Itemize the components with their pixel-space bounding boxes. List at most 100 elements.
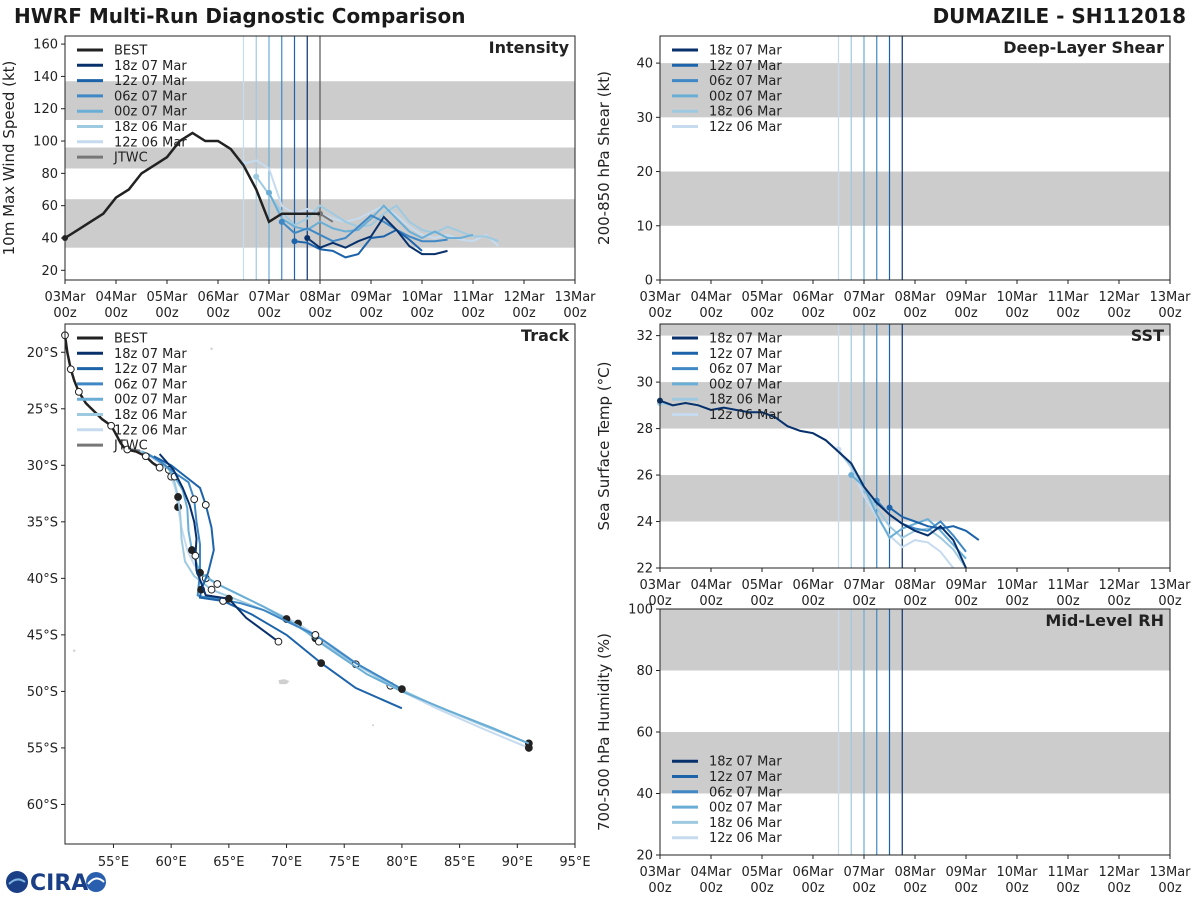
legend-label-12z-06-mar: 12z 06 Mar	[709, 120, 782, 135]
intensity-xtick-label: 07Mar	[248, 290, 290, 305]
intensity-ytick-label: 60	[41, 199, 58, 214]
sst-panel: 22242628303203Mar00z04Mar00z05Mar00z06Ma…	[595, 323, 1191, 609]
sst-xtick-sublabel: 00z	[1107, 594, 1131, 609]
track-series-00z-07-mar	[141, 450, 530, 745]
legend-label-18z-07-mar: 18z 07 Mar	[709, 332, 782, 347]
axes-frame	[64, 323, 576, 845]
legend-label-12z-07-mar: 12z 07 Mar	[709, 770, 782, 785]
rh-xtick-sublabel: 00z	[801, 881, 825, 896]
shear-xtick-label: 08Mar	[894, 290, 936, 305]
track-marker-best	[155, 463, 164, 472]
track-marker-06z-07-mar	[190, 495, 199, 504]
sst-start-12z-07-mar	[886, 504, 893, 511]
sst-title: SST	[1131, 326, 1164, 345]
sst-xtick-sublabel: 00z	[1005, 594, 1029, 609]
intensity-panel: 2040608010012014016003Mar00z04Mar00z05Ma…	[0, 35, 596, 321]
track-xtick-label: 95°E	[559, 855, 590, 870]
intensity-ytick-label: 20	[41, 264, 58, 279]
shear-xtick-sublabel: 00z	[750, 306, 774, 321]
legend-label-best: BEST	[114, 44, 147, 59]
shear-xtick-sublabel: 00z	[903, 306, 927, 321]
track-xtick-label: 55°E	[98, 855, 129, 870]
legend-label-18z-06-mar: 18z 06 Mar	[114, 120, 187, 135]
legend-label-12z-07-mar: 12z 07 Mar	[709, 59, 782, 74]
figure-title: HWRF Multi-Run Diagnostic Comparison	[14, 4, 466, 28]
track-marker-06z-07-mar	[311, 630, 320, 639]
track-marker-12z-07-mar	[201, 500, 210, 509]
sst-xtick-label: 12Mar	[1098, 578, 1140, 593]
legend-label-18z-06-mar: 18z 06 Mar	[709, 816, 782, 831]
sst-xtick-sublabel: 00z	[699, 594, 723, 609]
track-series	[61, 331, 533, 752]
rh-xtick-sublabel: 00z	[903, 881, 927, 896]
shear-xtick-sublabel: 00z	[954, 306, 978, 321]
track-marker-18z-07-mar	[224, 594, 233, 603]
shear-ytick-label: 40	[636, 57, 653, 72]
track-marker-00z-07-mar	[213, 580, 222, 588]
rh-band-0	[660, 732, 1170, 794]
intensity-xtick-label: 11Mar	[452, 290, 494, 305]
shear-ytick-label: 10	[636, 219, 653, 234]
intensity-xtick-sublabel: 00z	[206, 306, 230, 321]
track-series-12z-06-mar	[130, 447, 530, 749]
sst-xtick-sublabel: 00z	[852, 594, 876, 609]
intensity-start-06z-07-mar	[278, 218, 285, 225]
shear-xtick-label: 06Mar	[792, 290, 834, 305]
legend-label-12z-07-mar: 12z 07 Mar	[114, 362, 187, 377]
sst-xtick-label: 13Mar	[1149, 578, 1191, 593]
track-xtick-label: 75°E	[329, 855, 360, 870]
legend-label-00z-07-mar: 00z 07 Mar	[709, 801, 782, 816]
track-series-18z-07-mar	[158, 453, 280, 643]
track-marker-best	[123, 445, 132, 454]
intensity-xtick-label: 08Mar	[299, 290, 341, 305]
intensity-ylabel: 10m Max Wind Speed (kt)	[0, 61, 18, 256]
sst-xtick-sublabel: 00z	[801, 594, 825, 609]
legend-label-06z-07-mar: 06z 07 Mar	[709, 785, 782, 800]
rh-panel: 2040608010003Mar00z04Mar00z05Mar00z06Mar…	[595, 603, 1191, 897]
shear-ytick-label: 0	[645, 274, 653, 289]
rh-ytick-label: 100	[628, 603, 653, 618]
sst-xtick-sublabel: 00z	[1158, 594, 1182, 609]
intensity-xtick-label: 06Mar	[197, 290, 239, 305]
legend-label-18z-06-mar: 18z 06 Mar	[114, 408, 187, 423]
sst-xtick-label: 11Mar	[1047, 578, 1089, 593]
intensity-start-12z-07-mar	[291, 238, 298, 245]
shear-xtick-sublabel: 00z	[1158, 306, 1182, 321]
rh-xtick-label: 13Mar	[1149, 865, 1191, 880]
intensity-start-18z-06-mar	[253, 173, 260, 180]
intensity-ytick-label: 80	[41, 167, 58, 182]
sst-ytick-label: 28	[636, 422, 653, 437]
intensity-xtick-sublabel: 00z	[461, 306, 485, 321]
track-marker-best	[141, 452, 150, 461]
track-xtick-label: 80°E	[386, 855, 417, 870]
legend-label-12z-07-mar: 12z 07 Mar	[709, 347, 782, 362]
sst-series-12z-07-mar	[888, 506, 980, 541]
sst-band-0	[660, 475, 1170, 522]
sst-xtick-sublabel: 00z	[648, 594, 672, 609]
sst-xtick-label: 10Mar	[996, 578, 1038, 593]
shear-xtick-sublabel: 00z	[1056, 306, 1080, 321]
legend-label-00z-07-mar: 00z 07 Mar	[709, 377, 782, 392]
legend-label-12z-06-mar: 12z 06 Mar	[114, 135, 187, 150]
track-xtick-label: 90°E	[502, 855, 533, 870]
rh-xtick-label: 06Mar	[792, 865, 834, 880]
intensity-xtick-label: 12Mar	[503, 290, 545, 305]
sst-xtick-sublabel: 00z	[1056, 594, 1080, 609]
sst-ytick-label: 24	[636, 515, 653, 530]
rh-xtick-sublabel: 00z	[852, 881, 876, 896]
legend-label-12z-07-mar: 12z 07 Mar	[114, 74, 187, 89]
shear-panel: 01020304003Mar00z04Mar00z05Mar00z06Mar00…	[595, 35, 1191, 321]
legend-label-00z-07-mar: 00z 07 Mar	[114, 105, 187, 120]
legend-label-18z-06-mar: 18z 06 Mar	[709, 393, 782, 408]
legend-label-12z-06-mar: 12z 06 Mar	[709, 831, 782, 846]
shear-xtick-sublabel: 00z	[1107, 306, 1131, 321]
sst-start-00z-07-mar	[848, 472, 855, 479]
intensity-xtick-sublabel: 00z	[512, 306, 536, 321]
shear-xtick-sublabel: 00z	[801, 306, 825, 321]
track-marker-12z-07-mar	[317, 659, 326, 668]
legend-label-18z-06-mar: 18z 06 Mar	[709, 105, 782, 120]
